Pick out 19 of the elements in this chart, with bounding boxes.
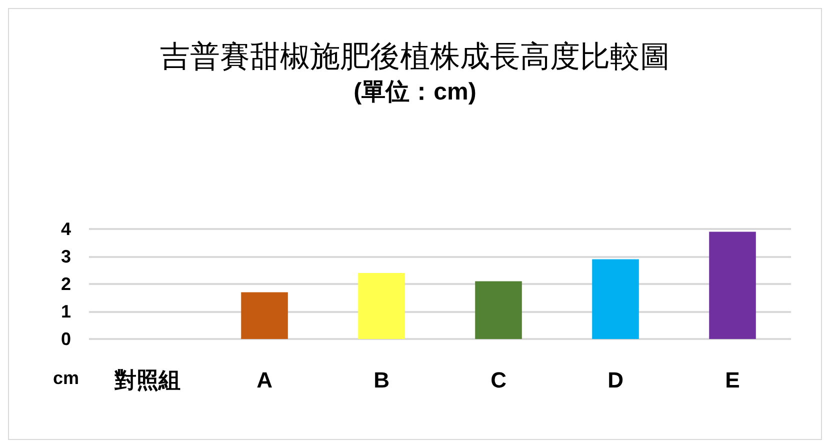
x-tick-label: D bbox=[608, 368, 624, 392]
x-tick-label: 對照組 bbox=[114, 368, 180, 392]
bar bbox=[241, 292, 288, 339]
chart-title: 吉普賽甜椒施肥後植株成長高度比較圖 bbox=[160, 40, 670, 74]
bar bbox=[709, 232, 756, 339]
y-tick-label: 2 bbox=[60, 274, 71, 294]
x-tick-label: C bbox=[490, 368, 507, 392]
x-tick-label: B bbox=[374, 368, 390, 392]
y-tick-label: 0 bbox=[60, 329, 71, 349]
y-tick-label: 4 bbox=[60, 219, 71, 239]
bar bbox=[358, 273, 405, 339]
x-tick-label: A bbox=[256, 368, 273, 392]
y-axis-title: cm bbox=[52, 368, 79, 388]
chart-subtitle: (單位：cm) bbox=[354, 78, 476, 106]
bar bbox=[592, 259, 639, 339]
bar bbox=[475, 281, 522, 339]
x-tick-label: E bbox=[725, 368, 740, 392]
y-tick-label: 3 bbox=[60, 246, 71, 266]
y-tick-label: 1 bbox=[60, 302, 71, 322]
